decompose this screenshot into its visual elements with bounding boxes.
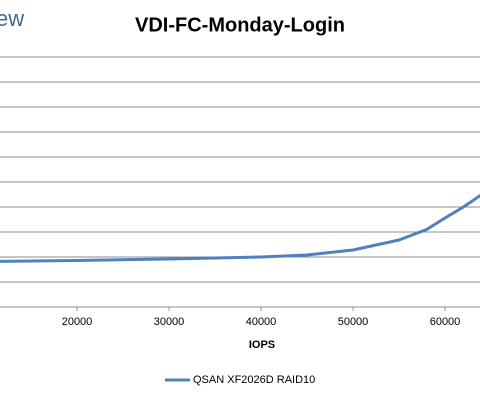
x-tick-label: 30000 [154,316,185,328]
logo-text: ew [0,6,24,31]
x-axis-label: IOPS [249,339,275,351]
chart-title: VDI-FC-Monday-Login [135,14,345,36]
x-tick-label: 40000 [246,316,277,328]
x-tick-label: 50000 [338,316,369,328]
x-tick-label: 60000 [430,316,461,328]
x-tick-label: 20000 [62,316,93,328]
series-line [0,193,480,263]
legend-label: QSAN XF2026D RAID10 [193,374,315,386]
